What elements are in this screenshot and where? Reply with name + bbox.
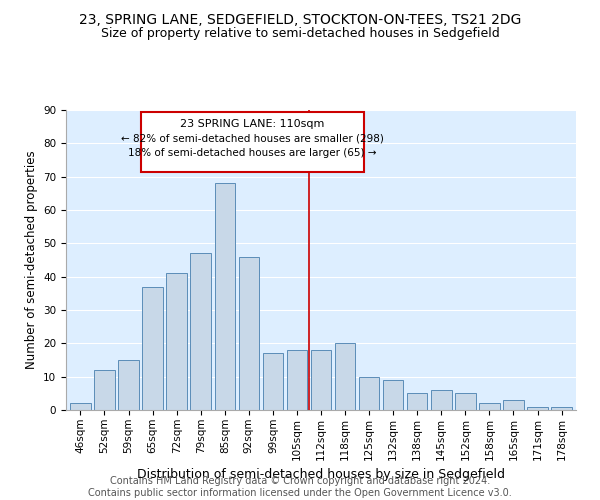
Bar <box>263 354 283 410</box>
Bar <box>503 400 524 410</box>
Bar <box>287 350 307 410</box>
Y-axis label: Number of semi-detached properties: Number of semi-detached properties <box>25 150 38 370</box>
Bar <box>215 184 235 410</box>
Bar <box>70 404 91 410</box>
Text: ← 82% of semi-detached houses are smaller (298): ← 82% of semi-detached houses are smalle… <box>121 134 384 143</box>
Bar <box>166 274 187 410</box>
Bar <box>551 406 572 410</box>
Bar <box>431 390 452 410</box>
Bar <box>239 256 259 410</box>
X-axis label: Distribution of semi-detached houses by size in Sedgefield: Distribution of semi-detached houses by … <box>137 468 505 481</box>
Bar <box>479 404 500 410</box>
Text: Size of property relative to semi-detached houses in Sedgefield: Size of property relative to semi-detach… <box>101 28 499 40</box>
Bar <box>335 344 355 410</box>
Bar <box>383 380 403 410</box>
FancyBboxPatch shape <box>140 112 364 172</box>
Bar <box>190 254 211 410</box>
Text: 23 SPRING LANE: 110sqm: 23 SPRING LANE: 110sqm <box>180 119 325 129</box>
Bar <box>455 394 476 410</box>
Bar <box>94 370 115 410</box>
Bar <box>311 350 331 410</box>
Text: 18% of semi-detached houses are larger (65) →: 18% of semi-detached houses are larger (… <box>128 148 377 158</box>
Bar <box>527 406 548 410</box>
Bar <box>142 286 163 410</box>
Bar <box>359 376 379 410</box>
Text: Contains HM Land Registry data © Crown copyright and database right 2024.
Contai: Contains HM Land Registry data © Crown c… <box>88 476 512 498</box>
Text: 23, SPRING LANE, SEDGEFIELD, STOCKTON-ON-TEES, TS21 2DG: 23, SPRING LANE, SEDGEFIELD, STOCKTON-ON… <box>79 12 521 26</box>
Bar <box>118 360 139 410</box>
Bar <box>407 394 427 410</box>
